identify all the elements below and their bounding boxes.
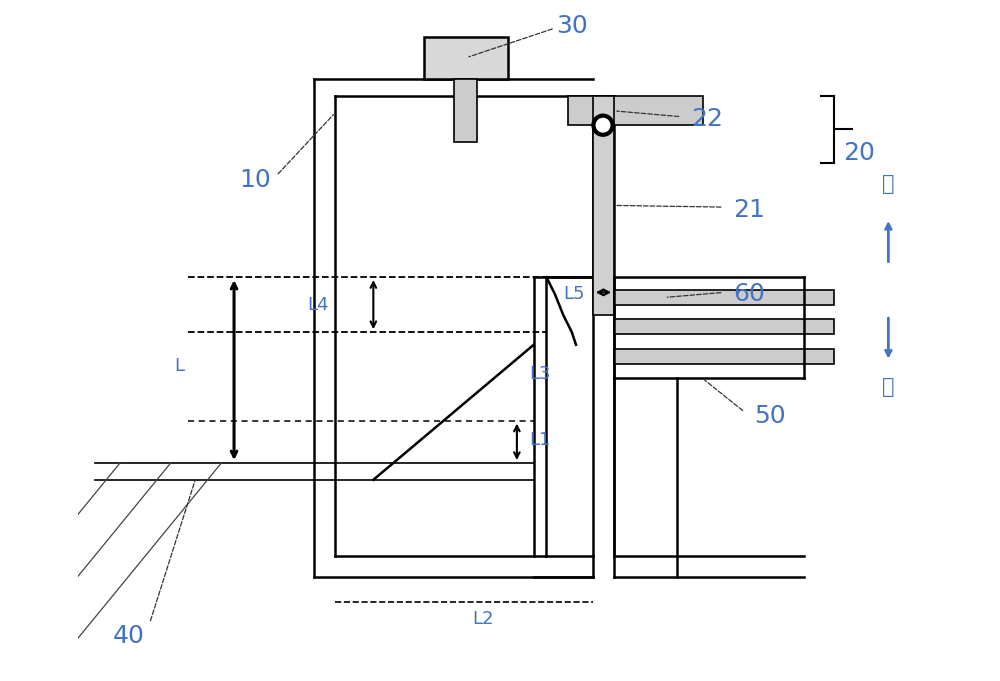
Bar xyxy=(614,349,834,364)
Bar xyxy=(614,319,834,334)
Text: 上: 上 xyxy=(882,174,895,194)
Text: 10: 10 xyxy=(239,168,271,192)
Bar xyxy=(424,37,508,79)
Text: 60: 60 xyxy=(733,282,765,306)
Text: 20: 20 xyxy=(843,141,875,165)
Text: L1: L1 xyxy=(530,431,551,449)
Text: L3: L3 xyxy=(530,365,551,383)
Text: 50: 50 xyxy=(754,405,786,428)
Circle shape xyxy=(592,114,614,136)
Text: 30: 30 xyxy=(556,14,588,38)
Bar xyxy=(593,95,614,315)
Text: 40: 40 xyxy=(113,624,144,648)
Text: L: L xyxy=(174,357,184,375)
Text: 下: 下 xyxy=(882,377,895,397)
Bar xyxy=(568,95,703,125)
Text: 21: 21 xyxy=(733,197,765,221)
Text: L2: L2 xyxy=(472,610,494,628)
Circle shape xyxy=(596,118,610,132)
Bar xyxy=(454,79,477,142)
Text: L5: L5 xyxy=(563,285,584,303)
Bar xyxy=(614,290,834,305)
Text: L4: L4 xyxy=(308,296,329,314)
Text: 22: 22 xyxy=(691,108,723,131)
